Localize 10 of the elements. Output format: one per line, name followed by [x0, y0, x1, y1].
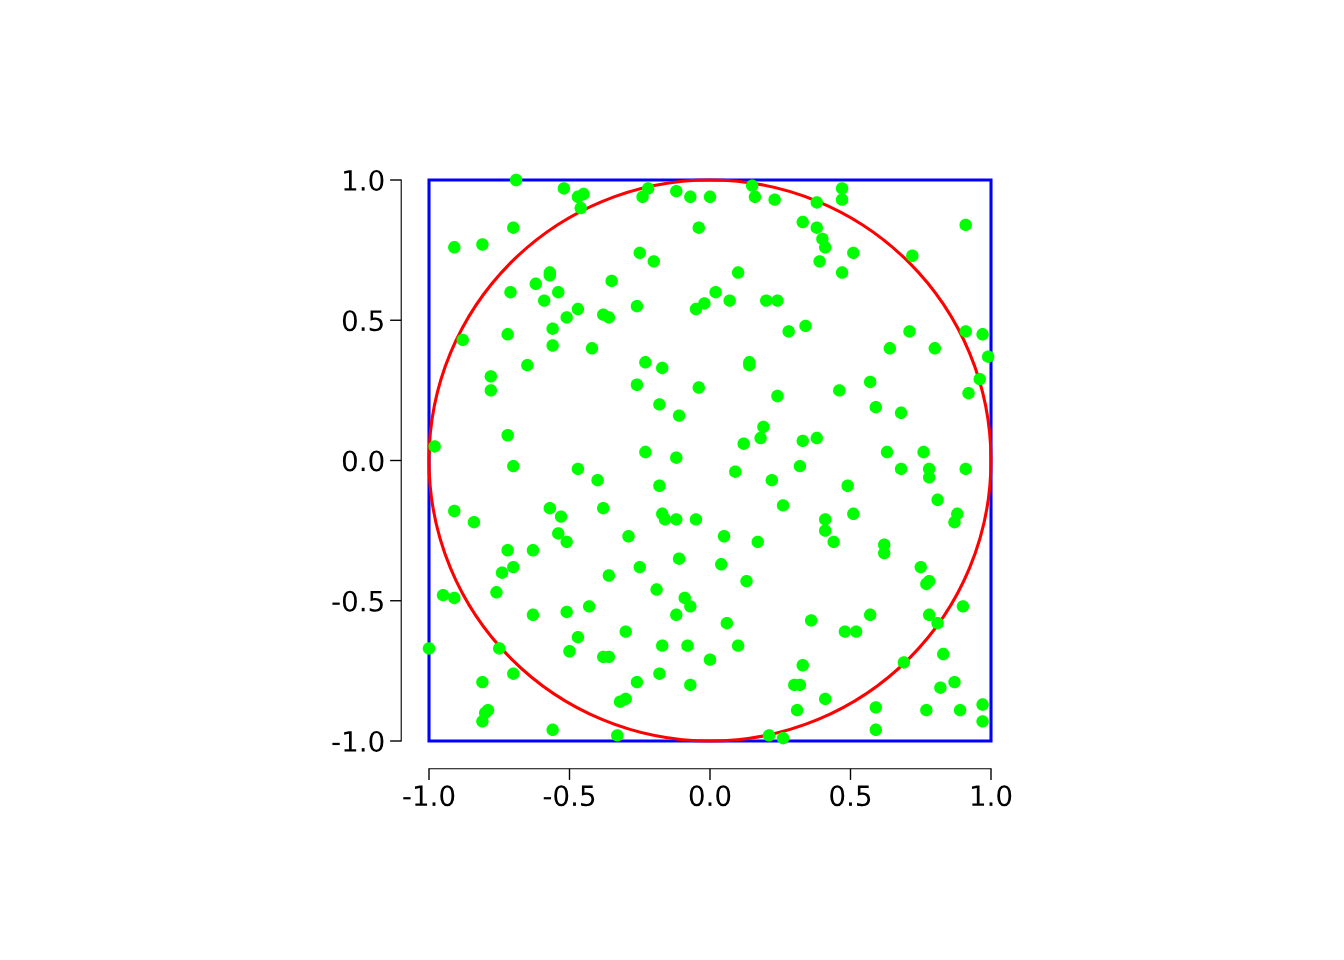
x-tick-label: 0.0: [689, 785, 731, 807]
y-tick-label: 1.0: [344, 169, 384, 191]
x-tick-label: 1.0: [971, 785, 1012, 807]
x-tick-label: -0.5: [543, 785, 595, 807]
y-tick-label: -1.0: [332, 730, 384, 752]
y-tick-label: 0.0: [342, 450, 384, 472]
x-tick-label: 0.5: [830, 785, 871, 807]
x-tick-label: -1.0: [403, 785, 455, 807]
y-tick-label: 0.5: [342, 310, 383, 332]
y-tick-label: -0.5: [332, 590, 383, 612]
